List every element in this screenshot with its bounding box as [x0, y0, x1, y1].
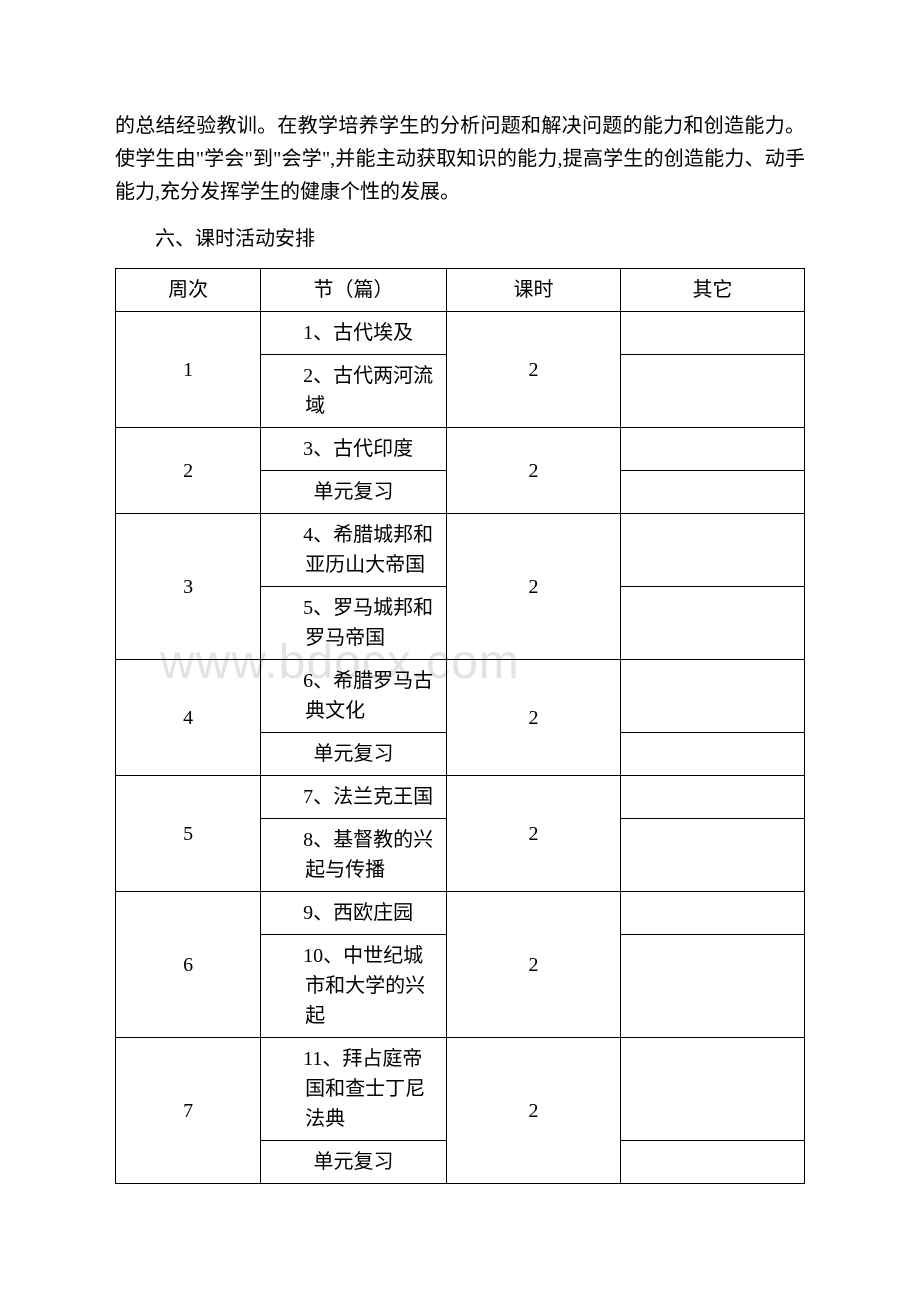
chapter-cell: 2、古代两河流域	[261, 355, 447, 428]
other-cell	[621, 1141, 805, 1184]
chapter-cell: 4、希腊城邦和亚历山大帝国	[261, 514, 447, 587]
week-cell: 6	[116, 892, 261, 1038]
hours-cell: 2	[446, 428, 620, 514]
chapter-cell: 3、古代印度	[261, 428, 447, 471]
chapter-cell: 6、希腊罗马古典文化	[261, 660, 447, 733]
table-row: 2 3、古代印度 2	[116, 428, 805, 471]
hours-cell: 2	[446, 776, 620, 892]
chapter-cell: 10、中世纪城市和大学的兴起	[261, 935, 447, 1038]
chapter-cell: 单元复习	[261, 1141, 447, 1184]
week-cell: 1	[116, 312, 261, 428]
other-cell	[621, 1038, 805, 1141]
week-cell: 7	[116, 1038, 261, 1184]
table-row: 1 1、古代埃及 2	[116, 312, 805, 355]
chapter-cell: 单元复习	[261, 471, 447, 514]
hours-cell: 2	[446, 312, 620, 428]
other-cell	[621, 733, 805, 776]
other-cell	[621, 776, 805, 819]
other-cell	[621, 587, 805, 660]
chapter-cell: 9、西欧庄园	[261, 892, 447, 935]
other-cell	[621, 892, 805, 935]
chapter-cell: 5、罗马城邦和罗马帝国	[261, 587, 447, 660]
chapter-cell: 8、基督教的兴起与传播	[261, 819, 447, 892]
week-cell: 4	[116, 660, 261, 776]
chapter-cell: 7、法兰克王国	[261, 776, 447, 819]
hours-cell: 2	[446, 514, 620, 660]
intro-paragraph: 的总结经验教训。在教学培养学生的分析问题和解决问题的能力和创造能力。使学生由"学…	[115, 110, 805, 209]
week-cell: 5	[116, 776, 261, 892]
header-chapter: 节（篇）	[261, 269, 447, 312]
section-heading: 六、课时活动安排	[155, 223, 805, 256]
schedule-table: 周次 节（篇） 课时 其它 1 1、古代埃及 2 2、古代两河流域 2 3、古代…	[115, 268, 805, 1184]
table-header-row: 周次 节（篇） 课时 其它	[116, 269, 805, 312]
header-hours: 课时	[446, 269, 620, 312]
header-other: 其它	[621, 269, 805, 312]
hours-cell: 2	[446, 1038, 620, 1184]
table-row: 7 11、拜占庭帝国和查士丁尼法典 2	[116, 1038, 805, 1141]
chapter-cell: 1、古代埃及	[261, 312, 447, 355]
chapter-cell: 单元复习	[261, 733, 447, 776]
other-cell	[621, 312, 805, 355]
other-cell	[621, 428, 805, 471]
table-row: 5 7、法兰克王国 2	[116, 776, 805, 819]
table-row: 4 6、希腊罗马古典文化 2	[116, 660, 805, 733]
other-cell	[621, 819, 805, 892]
hours-cell: 2	[446, 892, 620, 1038]
other-cell	[621, 660, 805, 733]
table-row: 3 4、希腊城邦和亚历山大帝国 2	[116, 514, 805, 587]
chapter-cell: 11、拜占庭帝国和查士丁尼法典	[261, 1038, 447, 1141]
week-cell: 2	[116, 428, 261, 514]
other-cell	[621, 935, 805, 1038]
other-cell	[621, 355, 805, 428]
table-row: 6 9、西欧庄园 2	[116, 892, 805, 935]
hours-cell: 2	[446, 660, 620, 776]
header-week: 周次	[116, 269, 261, 312]
week-cell: 3	[116, 514, 261, 660]
other-cell	[621, 514, 805, 587]
other-cell	[621, 471, 805, 514]
